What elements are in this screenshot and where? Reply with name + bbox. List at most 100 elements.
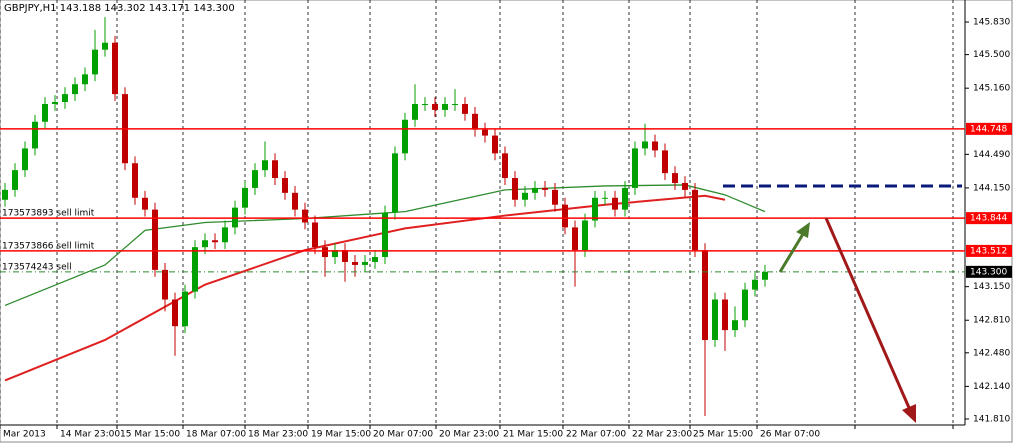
- order-label: 173573893 sell limit: [2, 209, 95, 219]
- candle-body: [682, 182, 688, 190]
- candle-body: [132, 163, 138, 198]
- candle-body: [742, 289, 748, 321]
- candle-body: [102, 42, 108, 50]
- chart-title: GBPJPY,H1 143.188 143.302 143.171 143.30…: [4, 3, 235, 14]
- candle-body: [172, 299, 178, 327]
- y-tick-label: 145.830: [973, 18, 1010, 28]
- candle-body: [412, 103, 418, 120]
- candle-body: [252, 170, 258, 188]
- green-arrow: [778, 222, 810, 273]
- candle-body: [532, 187, 538, 193]
- candle-body: [82, 74, 88, 85]
- candle-body: [712, 299, 718, 340]
- candle-body: [112, 42, 118, 95]
- candle-body: [702, 250, 708, 340]
- candle-body: [612, 197, 618, 210]
- x-tick-label: 25 Mar 15:00: [693, 430, 753, 440]
- current-price-badge: [966, 265, 1012, 278]
- candle-body: [352, 261, 358, 265]
- y-tick-label: 145.160: [973, 84, 1010, 94]
- candle-body: [192, 247, 198, 292]
- candle-body: [692, 189, 698, 251]
- x-tick-label: 21 Mar 15:00: [503, 430, 563, 440]
- candle-body: [392, 153, 398, 213]
- candle-body: [452, 103, 458, 105]
- x-tick-label: 19 Mar 15:00: [311, 430, 371, 440]
- candle-body: [32, 121, 38, 149]
- candle-body: [272, 160, 278, 179]
- y-tick-label: 145.500: [973, 50, 1010, 60]
- candle-body: [752, 279, 758, 290]
- candle-body: [552, 189, 558, 205]
- level-label: 143.512: [970, 246, 1007, 256]
- candle-body: [282, 178, 288, 193]
- candle-body: [522, 192, 528, 200]
- candle-body: [592, 197, 598, 221]
- y-tick-label: 142.810: [973, 316, 1010, 326]
- candle-body: [492, 135, 498, 154]
- candle-body: [162, 269, 168, 300]
- candle-body: [572, 227, 578, 251]
- candle-body: [512, 178, 518, 200]
- red-arrow: [824, 217, 916, 423]
- candle-body: [12, 170, 18, 190]
- candle-body: [382, 212, 388, 258]
- x-tick-label: 20 Mar 07:00: [373, 430, 433, 440]
- level-badge: [966, 212, 1012, 225]
- candle-body: [622, 187, 628, 210]
- candle-body: [632, 148, 638, 188]
- candle-body: [542, 187, 548, 190]
- x-tick-label: 26 Mar 07:00: [760, 430, 820, 440]
- candle-body: [332, 250, 338, 258]
- x-tick-label: Mar 2013: [3, 430, 46, 440]
- candle-body: [502, 153, 508, 179]
- candle-body: [462, 103, 468, 114]
- x-tick-label: 18 Mar 23:00: [248, 430, 308, 440]
- moving-average: [4, 194, 726, 382]
- candle-body: [142, 197, 148, 210]
- candle-body: [582, 220, 588, 251]
- moving-average: [4, 184, 766, 307]
- candle-body: [432, 103, 438, 110]
- candle-body: [762, 271, 768, 280]
- level-label: 144.748: [970, 124, 1007, 134]
- candle-body: [342, 250, 348, 262]
- candle-body: [362, 261, 368, 265]
- candle-body: [92, 49, 98, 75]
- candle-body: [322, 247, 328, 258]
- y-tick-label: 144.490: [973, 150, 1010, 160]
- candle-body: [662, 150, 668, 174]
- candle-body: [732, 320, 738, 331]
- candle-body: [2, 189, 8, 200]
- candle-body: [42, 103, 48, 122]
- candle-body: [372, 257, 378, 262]
- y-tick-label: 144.150: [973, 183, 1010, 193]
- level-badge: [966, 244, 1012, 257]
- order-label: 173573866 sell limit: [2, 241, 95, 251]
- current-price-label: 143.300: [970, 267, 1007, 277]
- x-tick-label: 14 Mar 23:00: [60, 430, 120, 440]
- level-badge: [966, 122, 1012, 135]
- candle-body: [222, 227, 228, 243]
- candle-body: [722, 299, 728, 331]
- x-tick-label: 20 Mar 23:00: [439, 430, 499, 440]
- candle-body: [642, 141, 648, 149]
- candle-body: [72, 84, 78, 95]
- candle-body: [212, 240, 218, 243]
- candle-body: [242, 187, 248, 208]
- candle-body: [152, 209, 158, 270]
- y-tick-label: 141.810: [973, 414, 1010, 424]
- candle-body: [672, 173, 678, 183]
- candle-body: [602, 197, 608, 199]
- y-tick-label: 143.150: [973, 282, 1010, 292]
- candle-body: [182, 291, 188, 327]
- candle-body: [562, 204, 568, 228]
- candle-body: [482, 129, 488, 136]
- candle-body: [262, 160, 268, 171]
- x-tick-label: 15 Mar 15:00: [120, 430, 180, 440]
- candle-body: [472, 113, 478, 130]
- candle-body: [52, 102, 58, 104]
